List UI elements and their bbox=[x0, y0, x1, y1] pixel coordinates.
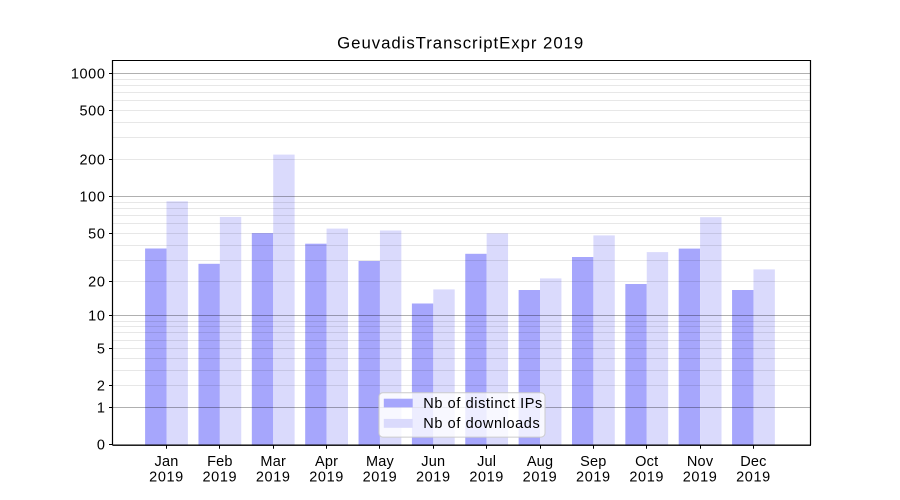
svg-text:2019: 2019 bbox=[309, 470, 344, 486]
svg-text:2019: 2019 bbox=[523, 470, 558, 486]
svg-text:May: May bbox=[366, 454, 395, 470]
svg-text:2019: 2019 bbox=[736, 470, 771, 486]
svg-text:Jan: Jan bbox=[155, 454, 179, 470]
svg-text:2019: 2019 bbox=[416, 470, 451, 486]
svg-text:Nb of distinct IPs: Nb of distinct IPs bbox=[423, 396, 543, 412]
svg-text:100: 100 bbox=[80, 190, 106, 206]
svg-text:GeuvadisTranscriptExpr 2019: GeuvadisTranscriptExpr 2019 bbox=[337, 33, 584, 52]
svg-text:50: 50 bbox=[88, 227, 105, 243]
svg-text:Jun: Jun bbox=[421, 454, 445, 470]
svg-text:20: 20 bbox=[88, 275, 105, 291]
svg-text:5: 5 bbox=[97, 342, 106, 358]
svg-text:1000: 1000 bbox=[71, 67, 106, 83]
svg-text:Feb: Feb bbox=[207, 454, 233, 470]
svg-text:2019: 2019 bbox=[203, 470, 238, 486]
svg-text:Oct: Oct bbox=[635, 454, 658, 470]
svg-text:2019: 2019 bbox=[576, 470, 611, 486]
svg-text:500: 500 bbox=[80, 104, 106, 120]
svg-text:200: 200 bbox=[80, 153, 106, 169]
svg-text:Sep: Sep bbox=[580, 454, 606, 470]
svg-text:2019: 2019 bbox=[683, 470, 718, 486]
svg-text:2019: 2019 bbox=[469, 470, 504, 486]
svg-text:Jul: Jul bbox=[477, 454, 496, 470]
svg-text:2019: 2019 bbox=[629, 470, 664, 486]
svg-text:Dec: Dec bbox=[740, 454, 766, 470]
svg-text:Aug: Aug bbox=[527, 454, 553, 470]
svg-text:Apr: Apr bbox=[315, 454, 338, 470]
svg-text:Nov: Nov bbox=[687, 454, 714, 470]
svg-text:2019: 2019 bbox=[363, 470, 398, 486]
svg-text:2019: 2019 bbox=[149, 470, 184, 486]
svg-text:1: 1 bbox=[97, 401, 106, 417]
svg-text:2: 2 bbox=[97, 379, 106, 395]
svg-text:0: 0 bbox=[97, 438, 106, 454]
svg-text:Nb of downloads: Nb of downloads bbox=[423, 416, 540, 432]
svg-text:2019: 2019 bbox=[256, 470, 291, 486]
svg-text:Mar: Mar bbox=[260, 454, 286, 470]
svg-text:10: 10 bbox=[88, 309, 105, 325]
